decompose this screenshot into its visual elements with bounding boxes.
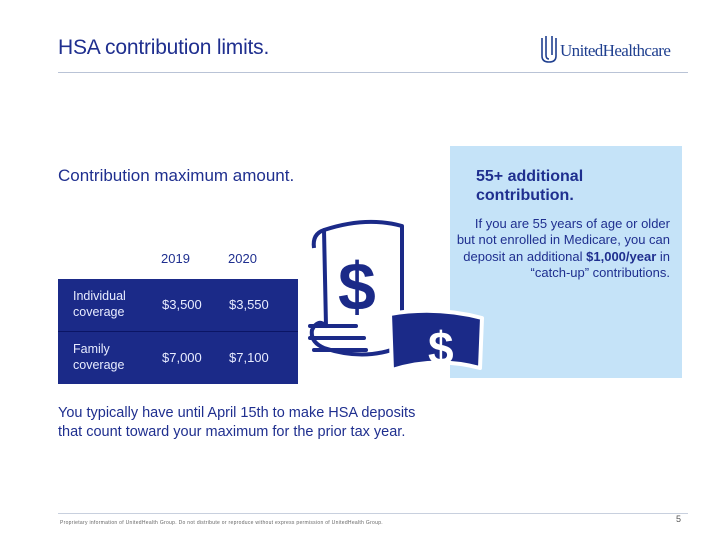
catch-up-body-intro: If you are 55 years of age or older but …: [456, 216, 670, 264]
logo-mark-icon: [541, 36, 557, 63]
column-header-2020: 2020: [228, 251, 257, 266]
table-header-row: 2019 2020: [58, 238, 298, 279]
individual-2019-value: $3,500: [162, 297, 202, 312]
footer-divider: [58, 513, 688, 514]
section-subtitle: Contribution maximum amount.: [58, 166, 295, 185]
catch-up-body-end: in “catch-up” contributions.: [530, 248, 670, 281]
footer-disclaimer: Proprietary information of UnitedHealth …: [60, 520, 383, 526]
family-2019-value: $7,000: [162, 350, 202, 365]
page-number: 5: [676, 514, 682, 524]
catch-up-body: If you are 55 years of age or older but …: [456, 216, 670, 282]
page-title: HSA contribution limits.: [58, 36, 270, 59]
front-bill-dollar-sign: $: [428, 322, 454, 374]
logo-text: UnitedHealthcare: [560, 41, 671, 60]
individual-2020-value: $3,550: [229, 297, 269, 312]
family-2020-value: $7,100: [229, 350, 269, 365]
catch-up-panel: [450, 146, 682, 378]
column-header-2019: 2019: [161, 251, 190, 266]
deadline-note: You typically have until April 15th to m…: [58, 405, 416, 440]
row-label-family: Family coverage: [73, 342, 125, 372]
catch-up-amount: $1,000/year: [586, 248, 657, 264]
dollar-bills-icon: $ $: [308, 219, 484, 374]
title-divider: [58, 72, 688, 73]
table-row-family: Family coverage $7,000 $7,100: [58, 331, 298, 384]
back-bill-dollar-sign: $: [338, 249, 376, 325]
row-label-individual: Individual coverage: [73, 289, 126, 319]
table-row-individual: Individual coverage $3,500 $3,550: [58, 279, 298, 331]
unitedhealthcare-logo: UnitedHealthcare: [540, 34, 690, 64]
catch-up-heading: 55+ additional contribution.: [476, 168, 584, 204]
